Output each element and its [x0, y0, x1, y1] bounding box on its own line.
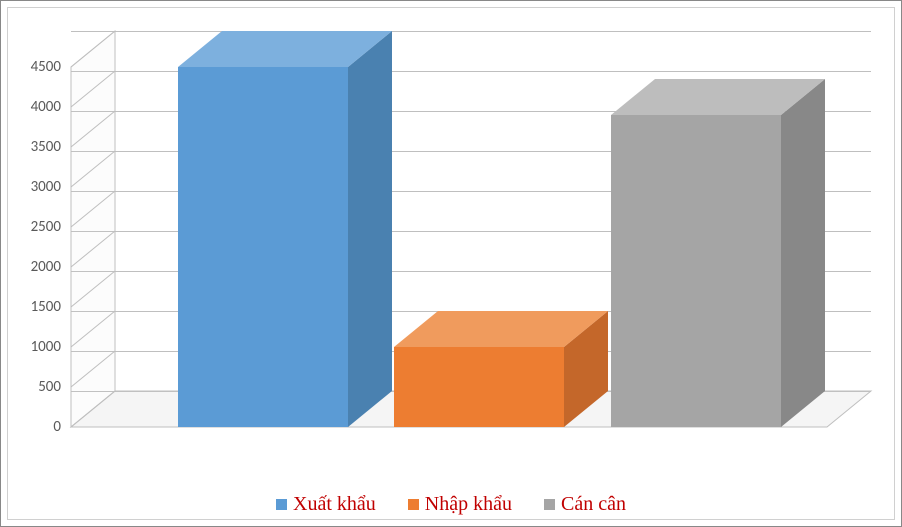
y-axis-tick-label: 3500 [31, 138, 71, 156]
y-axis-tick-label: 2000 [31, 258, 71, 276]
chart-container: 050010001500200025003000350040004500 Xuấ… [0, 0, 902, 527]
bar-xuất-khẩu [178, 31, 394, 429]
bar-nhập-khẩu [394, 311, 610, 429]
legend-label: Cán cân [561, 493, 626, 516]
bar-cán-cân [611, 79, 827, 429]
y-axis-tick-label: 2500 [31, 218, 71, 236]
legend-swatch [544, 499, 555, 510]
legend-item-can-can: Cán cân [544, 493, 626, 516]
chart-legend: Xuất khẩu Nhập khẩu Cán cân [1, 493, 901, 516]
y-axis-tick-label: 1000 [31, 338, 71, 356]
y-axis-tick-label: 500 [38, 378, 71, 396]
y-axis-tick-label: 4000 [31, 98, 71, 116]
y-axis-tick-label: 4500 [31, 58, 71, 76]
legend-swatch [408, 499, 419, 510]
y-axis-tick-label: 3000 [31, 178, 71, 196]
chart-plot-area: 050010001500200025003000350040004500 [71, 31, 871, 451]
legend-label: Nhập khẩu [425, 493, 512, 516]
y-axis-tick-label: 0 [53, 418, 71, 436]
y-axis-tick-label: 1500 [31, 298, 71, 316]
legend-item-xuat-khau: Xuất khẩu [276, 493, 376, 516]
legend-swatch [276, 499, 287, 510]
legend-label: Xuất khẩu [293, 493, 376, 516]
legend-item-nhap-khau: Nhập khẩu [408, 493, 512, 516]
